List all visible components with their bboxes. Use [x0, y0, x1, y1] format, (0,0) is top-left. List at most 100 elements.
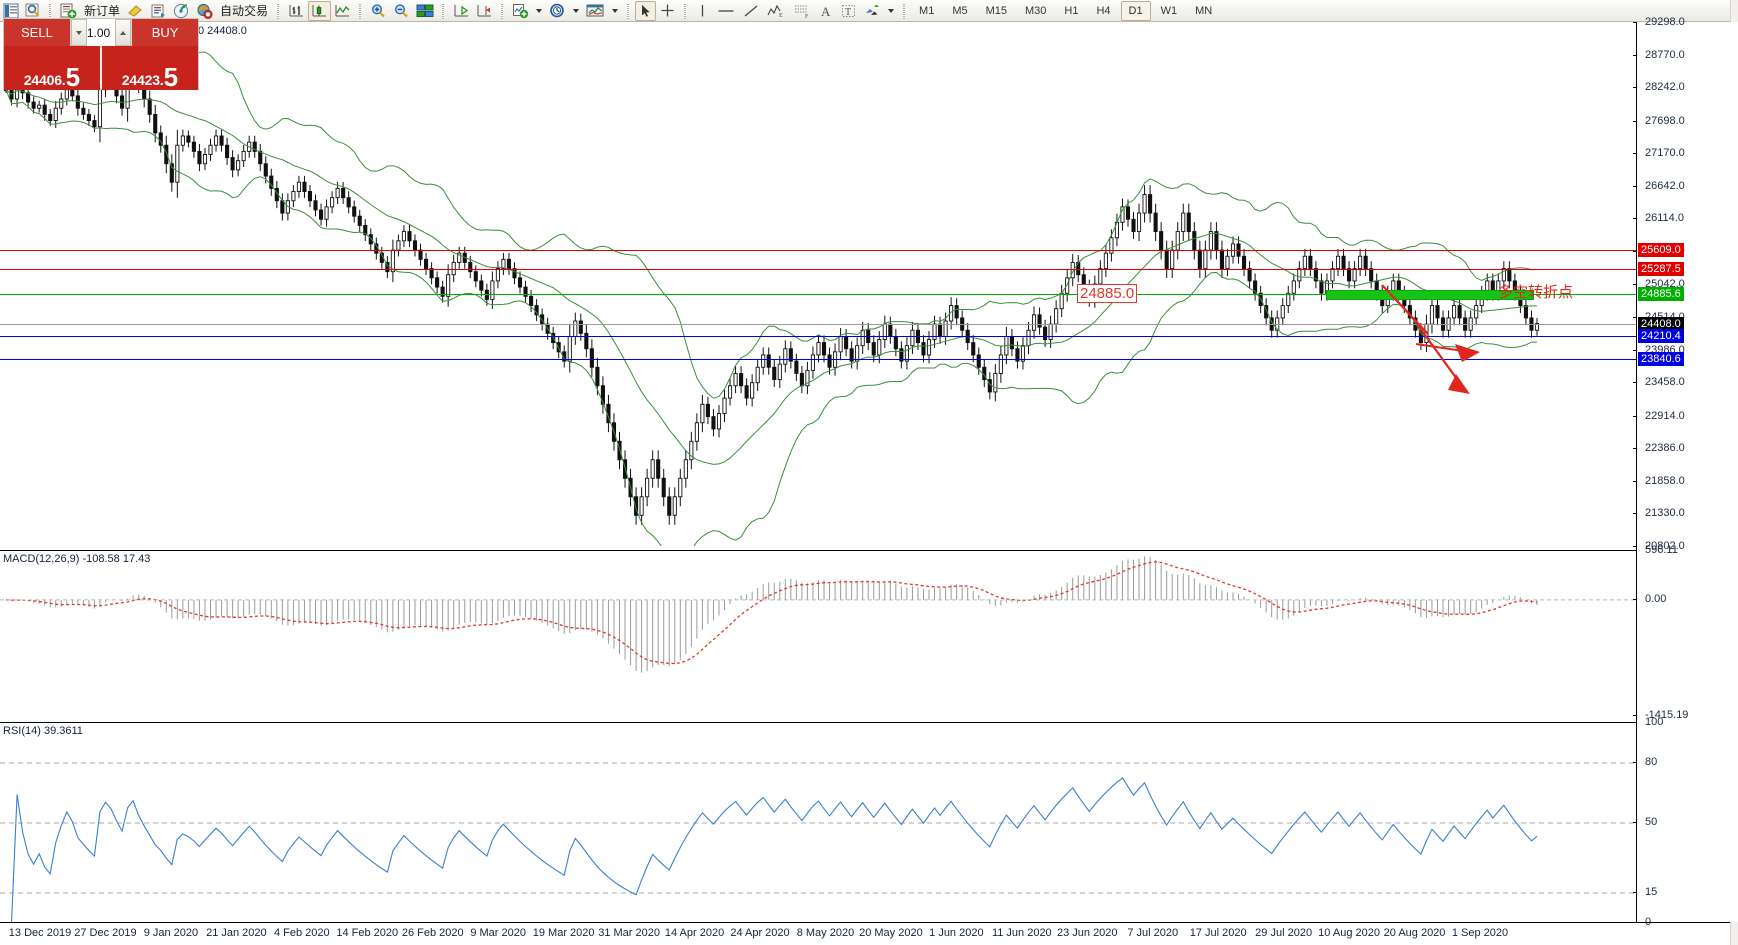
chinese-annotation[interactable]: 多空转折点 — [1498, 283, 1574, 301]
rsi-pane[interactable]: RSI(14) 39.3611 — [0, 722, 1636, 923]
crosshair-icon[interactable] — [656, 1, 679, 21]
price-badge-resistance[interactable]: 25609.0 — [1638, 242, 1684, 257]
buy-button[interactable]: BUY — [132, 19, 198, 46]
volume-value[interactable]: 1.00 — [86, 19, 116, 46]
line-chart-icon[interactable] — [331, 1, 354, 21]
time-axis-tick-label: 21 Jan 2020 — [206, 927, 267, 939]
time-axis-tick-label: 19 Mar 2020 — [532, 927, 595, 939]
toolbar-separator — [440, 2, 447, 20]
timeframe-h4-button[interactable]: H4 — [1096, 4, 1111, 17]
price-badge-support[interactable]: 23840.6 — [1638, 351, 1684, 366]
price-badge-last[interactable]: 24408.0 — [1638, 316, 1684, 331]
volume-stepper[interactable]: 1.00 — [69, 19, 133, 46]
sell-price[interactable]: 24406 . 5 — [4, 46, 100, 90]
new-order-label[interactable]: 新订单 — [84, 4, 121, 18]
chart-paint-icon[interactable] — [124, 1, 147, 21]
horizontal-level-line[interactable] — [0, 249, 1636, 251]
cursor-icon[interactable] — [635, 0, 657, 21]
sell-price-big: 5 — [65, 62, 81, 92]
shapes-icon[interactable] — [860, 1, 884, 21]
toolbar-separator — [275, 2, 282, 20]
auto-trading-label[interactable]: 自动交易 — [220, 4, 269, 18]
text-icon[interactable]: A — [815, 1, 837, 21]
price-axis-tick-label: 28242.0 — [1645, 81, 1685, 94]
timeframe-m5-button[interactable]: M5 — [952, 4, 968, 17]
macd-pane[interactable]: MACD(12,26,9) -108.58 17.43 — [0, 550, 1636, 715]
chevron-down-icon[interactable] — [573, 8, 580, 13]
time-axis-tick-label: 9 Jan 2020 — [143, 927, 199, 939]
trendline-icon[interactable] — [739, 1, 763, 21]
indicators-icon[interactable] — [509, 1, 532, 21]
chart-canvas[interactable]: HK50-,Daily 24236.0 24463.5 24138.0 2440… — [0, 16, 1738, 945]
chevron-down-icon[interactable] — [612, 8, 619, 13]
time-axis-tick-label: 24 Apr 2020 — [730, 927, 790, 939]
price-axis[interactable]: 29298.0 28770.0 28242.0 27698.0 27170.0 26642… — [1633, 16, 1738, 928]
timeframe-m15-button[interactable]: M15 — [985, 4, 1007, 17]
svg-text:E: E — [779, 13, 783, 19]
timeframe-h1-button[interactable]: H1 — [1064, 4, 1079, 17]
fibonacci-icon[interactable]: F — [789, 1, 815, 21]
elliott-wave-icon[interactable]: E — [763, 1, 789, 21]
candlestick-chart-icon[interactable] — [308, 0, 332, 21]
trade-panel-top: SELL 1.00 BUY — [4, 19, 198, 46]
buy-price[interactable]: 24423 . 5 — [102, 46, 198, 90]
timeframe-m1-button[interactable]: M1 — [919, 4, 935, 17]
timeframe-mn-button[interactable]: MN — [1195, 4, 1213, 17]
timeframe-m30-button[interactable]: M30 — [1025, 4, 1047, 17]
timeframe-w1-button[interactable]: W1 — [1160, 4, 1178, 17]
macd-axis-tick-label: 0.00 — [1645, 592, 1667, 605]
volume-increment-button[interactable] — [115, 19, 132, 46]
price-badge-support[interactable]: 24885.6 — [1638, 287, 1684, 302]
macd-axis-tick-label: 596.11 — [1645, 544, 1678, 556]
vertical-line-icon[interactable] — [692, 1, 713, 21]
price-badge-resistance[interactable]: 25287.5 — [1638, 262, 1684, 277]
price-badge-support[interactable]: 24210.4 — [1638, 328, 1684, 343]
strategy-tester-icon[interactable] — [147, 1, 170, 21]
sell-button[interactable]: SELL — [4, 19, 70, 46]
bar-chart-icon[interactable] — [285, 1, 308, 21]
time-axis-tick-label: 31 Mar 2020 — [598, 927, 660, 939]
time-axis-tick-label: 29 Jul 2020 — [1255, 927, 1313, 939]
timeframe-d1-button[interactable]: D1 — [1120, 0, 1151, 21]
price-axis-tick — [1633, 448, 1637, 450]
period-clock-icon[interactable] — [546, 1, 569, 21]
time-axis[interactable]: 13 Dec 2019 27 Dec 2019 9 Jan 2020 21 Jan 2… — [0, 922, 1738, 945]
price-axis-tick — [1633, 153, 1637, 155]
rsi-series-svg — [0, 762, 1636, 923]
horizontal-line-icon[interactable] — [713, 1, 739, 21]
buy-price-int: 24423 — [121, 72, 160, 88]
market-watch-icon[interactable] — [0, 1, 22, 21]
price-axis-tick — [1633, 382, 1637, 384]
toolbar-separator — [682, 2, 689, 20]
zoom-in-icon[interactable] — [367, 1, 390, 21]
time-axis-tick-label: 14 Feb 2020 — [336, 927, 399, 939]
price-pane[interactable] — [0, 22, 1636, 546]
data-window-icon[interactable] — [22, 1, 44, 21]
chart-shift-icon[interactable] — [473, 1, 496, 21]
tile-windows-icon[interactable] — [413, 1, 437, 21]
autoscroll-icon[interactable] — [450, 1, 473, 21]
rsi-axis-tick — [1633, 922, 1637, 923]
auto-trading-icon[interactable] — [193, 1, 216, 21]
chevron-down-icon[interactable] — [888, 8, 895, 13]
rsi-axis-tick-label: 100 — [1645, 716, 1664, 728]
volume-decrement-button[interactable] — [70, 19, 87, 46]
rsi-axis-tick-label: 0 — [1645, 916, 1652, 928]
templates-icon[interactable] — [583, 1, 608, 21]
price-axis-tick-label: 28770.0 — [1645, 48, 1685, 61]
price-axis-tick — [1633, 250, 1637, 252]
text-label-icon[interactable]: T — [837, 1, 860, 21]
horizontal-level-line[interactable] — [0, 358, 1636, 360]
horizontal-level-line[interactable] — [0, 323, 1636, 325]
price-axis-tick — [1633, 546, 1637, 547]
horizontal-level-line[interactable] — [0, 269, 1636, 271]
macd-axis-tick — [1633, 715, 1637, 716]
toolbar-separator — [499, 2, 506, 20]
chevron-down-icon[interactable] — [536, 8, 543, 13]
market-signals-icon[interactable] — [170, 1, 193, 21]
one-click-trading-panel[interactable]: SELL 1.00 BUY 24406 . 5 24423 . 5 — [3, 18, 199, 90]
new-order-icon[interactable] — [57, 1, 80, 21]
zoom-out-icon[interactable] — [390, 1, 413, 21]
horizontal-level-line[interactable] — [0, 335, 1636, 337]
price-tag-label[interactable]: 24885.0 — [1077, 284, 1138, 304]
